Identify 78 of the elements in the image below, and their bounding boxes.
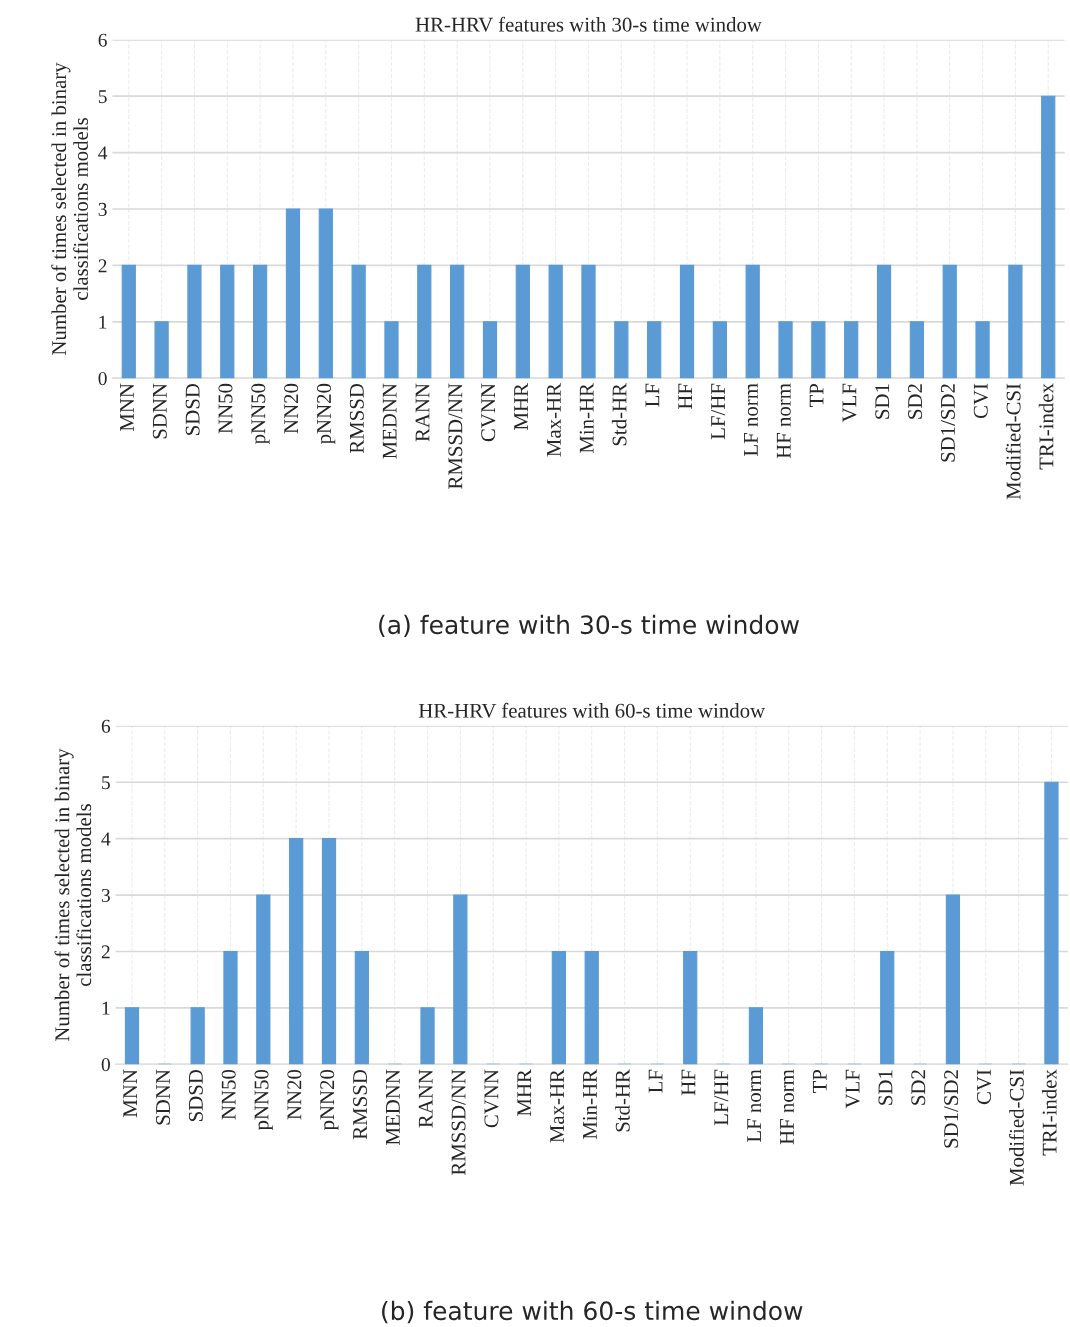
x-tick-label: LF — [648, 1069, 663, 1093]
x-tick-label: HF — [681, 1069, 696, 1096]
x-tick-label: Std-HR — [615, 1069, 630, 1132]
x-tick-label: MEDNN — [386, 1069, 400, 1145]
x-tick-label: MHR — [517, 1069, 532, 1116]
x-tick-label: Modified-CSI — [1008, 1069, 1024, 1186]
x-tick-label: pNN50 — [254, 1069, 273, 1131]
x-tick-label: RMSSD — [353, 1069, 368, 1140]
y-tick-label: 3 — [98, 202, 107, 216]
x-tick-label: NN50 — [221, 1069, 236, 1120]
x-tick-label: RANN — [418, 1069, 433, 1128]
x-tick-label: RMSSD/NN — [451, 1069, 466, 1176]
x-tick-label: SDSD — [185, 383, 200, 435]
x-tick-label: TP — [812, 1069, 827, 1094]
x-tick-label: Min-HR — [582, 1069, 597, 1140]
x-tick-label: TP — [809, 383, 824, 407]
y-tick-label: 0 — [101, 1058, 110, 1072]
x-tick-label: SD1 — [875, 384, 890, 419]
y-axis-title: Number of times selected in binary classifications models — [54, 748, 92, 1042]
y-tick-label: 6 — [98, 33, 107, 47]
x-tick-label: SDSD — [188, 1069, 203, 1121]
y-tick-label: 5 — [102, 776, 110, 790]
x-tick-label: NN20 — [284, 383, 299, 434]
x-tick-label: RMSSD — [349, 383, 364, 454]
x-tick-label: LF norm — [747, 1069, 762, 1143]
x-tick-label: CVI — [976, 1069, 992, 1105]
x-tick-label: SD1/SD2 — [940, 384, 955, 462]
x-tick-label: HF norm — [780, 1069, 794, 1145]
y-tick-label: 1 — [99, 315, 107, 329]
chart-title: HR-HRV features with 30-s time window — [415, 16, 762, 32]
x-tick-label: Max-HR — [550, 1069, 565, 1143]
x-tick-label: MNN — [123, 1069, 137, 1118]
x-tick-label: Min-HR — [579, 383, 594, 454]
x-tick-label: HF norm — [776, 383, 791, 459]
x-tick-label: NN50 — [218, 383, 233, 434]
x-tick-label: Max-HR — [547, 383, 561, 457]
x-tick-label: MNN — [120, 383, 134, 432]
x-tick-label: VLF — [845, 1069, 860, 1109]
x-tick-label: HF — [678, 383, 693, 410]
x-tick-label: NN20 — [287, 1069, 302, 1120]
x-tick-label: SD2 — [908, 384, 923, 419]
y-tick-label: 5 — [98, 90, 107, 104]
y-tick-label: 0 — [98, 372, 107, 386]
x-tick-label: SDNN — [156, 1069, 171, 1125]
x-tick-label: SD1 — [878, 1070, 893, 1105]
x-tick-label: LF norm — [744, 383, 758, 456]
y-tick-label: 2 — [98, 259, 107, 273]
x-tick-label: LF/HF — [711, 383, 726, 440]
y-tick-label: 6 — [101, 719, 111, 733]
chart-title: HR-HRV features with 60-s time window — [418, 702, 766, 718]
x-tick-label: SD2 — [911, 1070, 926, 1105]
x-tick-label: pNN20 — [316, 383, 336, 445]
y-axis-title: Number of times selected in binary classifications models — [51, 62, 88, 356]
x-tick-label: pNN20 — [320, 1069, 339, 1131]
x-tick-label: MHR — [514, 383, 528, 430]
x-tick-label: pNN50 — [251, 383, 270, 445]
y-tick-label: 4 — [98, 146, 108, 160]
y-tick-label: 2 — [101, 945, 110, 959]
x-tick-label: LF/HF — [714, 1069, 729, 1126]
text: (b) feature with 60-s time window — [382, 1300, 803, 1324]
x-tick-label: CVI — [973, 383, 988, 419]
text: (a) feature with 30-s time window — [379, 614, 799, 638]
x-tick-label: LF — [645, 383, 660, 407]
x-tick-label: SDNN — [152, 383, 167, 439]
x-tick-label: VLF — [842, 383, 857, 423]
y-tick-label: 1 — [102, 1001, 110, 1015]
x-tick-label: TRI-index — [1038, 383, 1054, 470]
x-tick-label: TRI-index — [1041, 1069, 1057, 1156]
x-tick-label: CVNN — [484, 1069, 499, 1128]
y-tick-label: 4 — [101, 832, 111, 846]
x-tick-label: CVNN — [481, 383, 496, 442]
y-tick-label: 3 — [101, 888, 110, 902]
x-tick-label: Std-HR — [611, 383, 627, 446]
x-tick-label: SD1/SD2 — [944, 1070, 959, 1148]
x-tick-label: MEDNN — [382, 383, 397, 459]
x-tick-label: RANN — [415, 383, 430, 442]
x-tick-label: RMSSD/NN — [448, 383, 463, 489]
x-tick-label: Modified-CSI — [1005, 383, 1021, 500]
